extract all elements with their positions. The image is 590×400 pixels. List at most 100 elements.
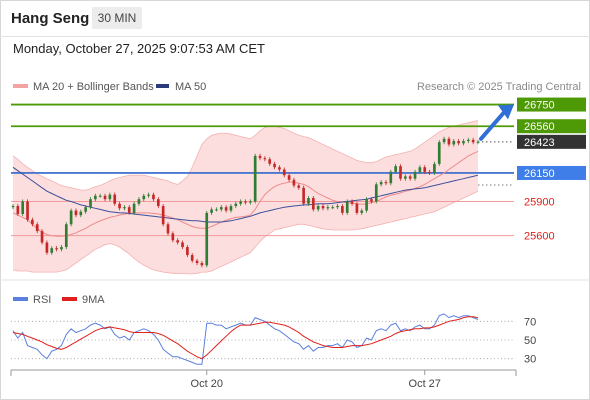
candle [152,192,155,202]
candle [156,197,160,209]
candle-body [171,233,175,241]
candle [40,229,44,245]
candle [229,203,233,213]
candle [360,208,364,215]
candle-body [64,224,68,248]
candle-body [466,139,470,142]
candle-body [35,224,39,232]
x-tick-label: Oct 20 [191,378,223,390]
candle-body [113,194,117,204]
level-tag-26750 [517,97,586,112]
candle [370,197,373,204]
candle-body [331,207,335,209]
candle-body [55,248,58,250]
level-label-25600: 25600 [524,231,555,243]
candle [244,199,247,205]
candle-body [229,206,233,211]
candle-body [307,198,310,204]
candle-body [437,142,441,164]
candle-body [89,199,92,208]
candle [176,238,180,245]
candle [355,201,359,215]
candle [118,201,121,211]
candle-body [457,141,460,144]
candle [64,222,68,250]
candle [249,199,252,205]
level-label-26423: 26423 [524,137,555,149]
candle-body [336,206,339,208]
level-label-26750: 26750 [524,100,555,112]
candle [127,205,131,215]
timeframe-button[interactable]: 30 MIN [92,7,142,29]
credit-text: Research © 2025 Trading Central [417,81,581,93]
level-label-26150: 26150 [524,168,555,180]
candle-body [384,182,388,184]
x-tick-label: Oct 27 [409,378,441,390]
candle-body [399,166,402,179]
candle-body [355,203,359,213]
candle-body [98,195,102,197]
candle-body [94,195,97,200]
candle-body [210,209,213,213]
rsi-legend-label: RSI [33,294,51,306]
candle [457,138,460,146]
candle [437,140,441,166]
candle-body [142,195,146,200]
candle-body [282,169,286,176]
bollinger-legend-swatch [13,84,28,88]
candle [282,167,286,178]
candle [379,180,383,187]
rsi-ma-legend-swatch [62,297,77,301]
candle-body [423,167,427,172]
candle [161,203,165,227]
candle [113,192,117,206]
candle-body [360,210,364,213]
bollinger-upper-line [12,120,479,191]
candle-body [11,206,15,208]
target-arrow-head [498,104,514,120]
candle-body [258,155,262,159]
candle-body [26,201,29,220]
candle [210,207,213,215]
candle [55,246,58,252]
candle [316,203,320,212]
candle-body [365,199,368,211]
candle [278,165,281,172]
ma50-legend-label: MA 50 [175,81,206,93]
bollinger-legend-label: MA 20 + Bollinger Bands [33,81,154,93]
candle [74,208,78,218]
candle-body [476,141,480,143]
candle-body [394,166,397,172]
candle [142,193,146,202]
timestamp: Monday, October 27, 2025 9:07:53 AM CET [13,41,265,56]
bollinger-band-layer [12,120,479,275]
candle [374,182,378,204]
candle-body [31,219,34,225]
candle-body [287,175,291,180]
candle [89,197,92,210]
candle-body [161,206,165,225]
rsi-ma-line [12,316,479,360]
chart-header: Hang Seng 30 MIN [0,0,590,37]
rsi-tick-label: 70 [524,316,536,328]
bollinger-band-area [13,120,478,274]
candle [287,173,291,182]
candle [103,193,107,202]
candle-body [253,155,257,202]
candle-body [200,263,204,266]
candle-body [452,141,456,145]
candle-body [447,138,451,145]
candle-body [321,206,325,209]
candle-body [205,212,209,266]
candle-body [84,207,87,212]
level-label-26560: 26560 [524,121,555,133]
candle [45,240,49,255]
candle-body [244,201,247,203]
candle-body [316,206,320,210]
candle [94,193,97,202]
candle-body [137,199,141,204]
candle [442,136,446,145]
rsi-legend: RSI 9MA [13,294,105,306]
level-tag-26150 [517,165,586,180]
candle [108,192,112,202]
